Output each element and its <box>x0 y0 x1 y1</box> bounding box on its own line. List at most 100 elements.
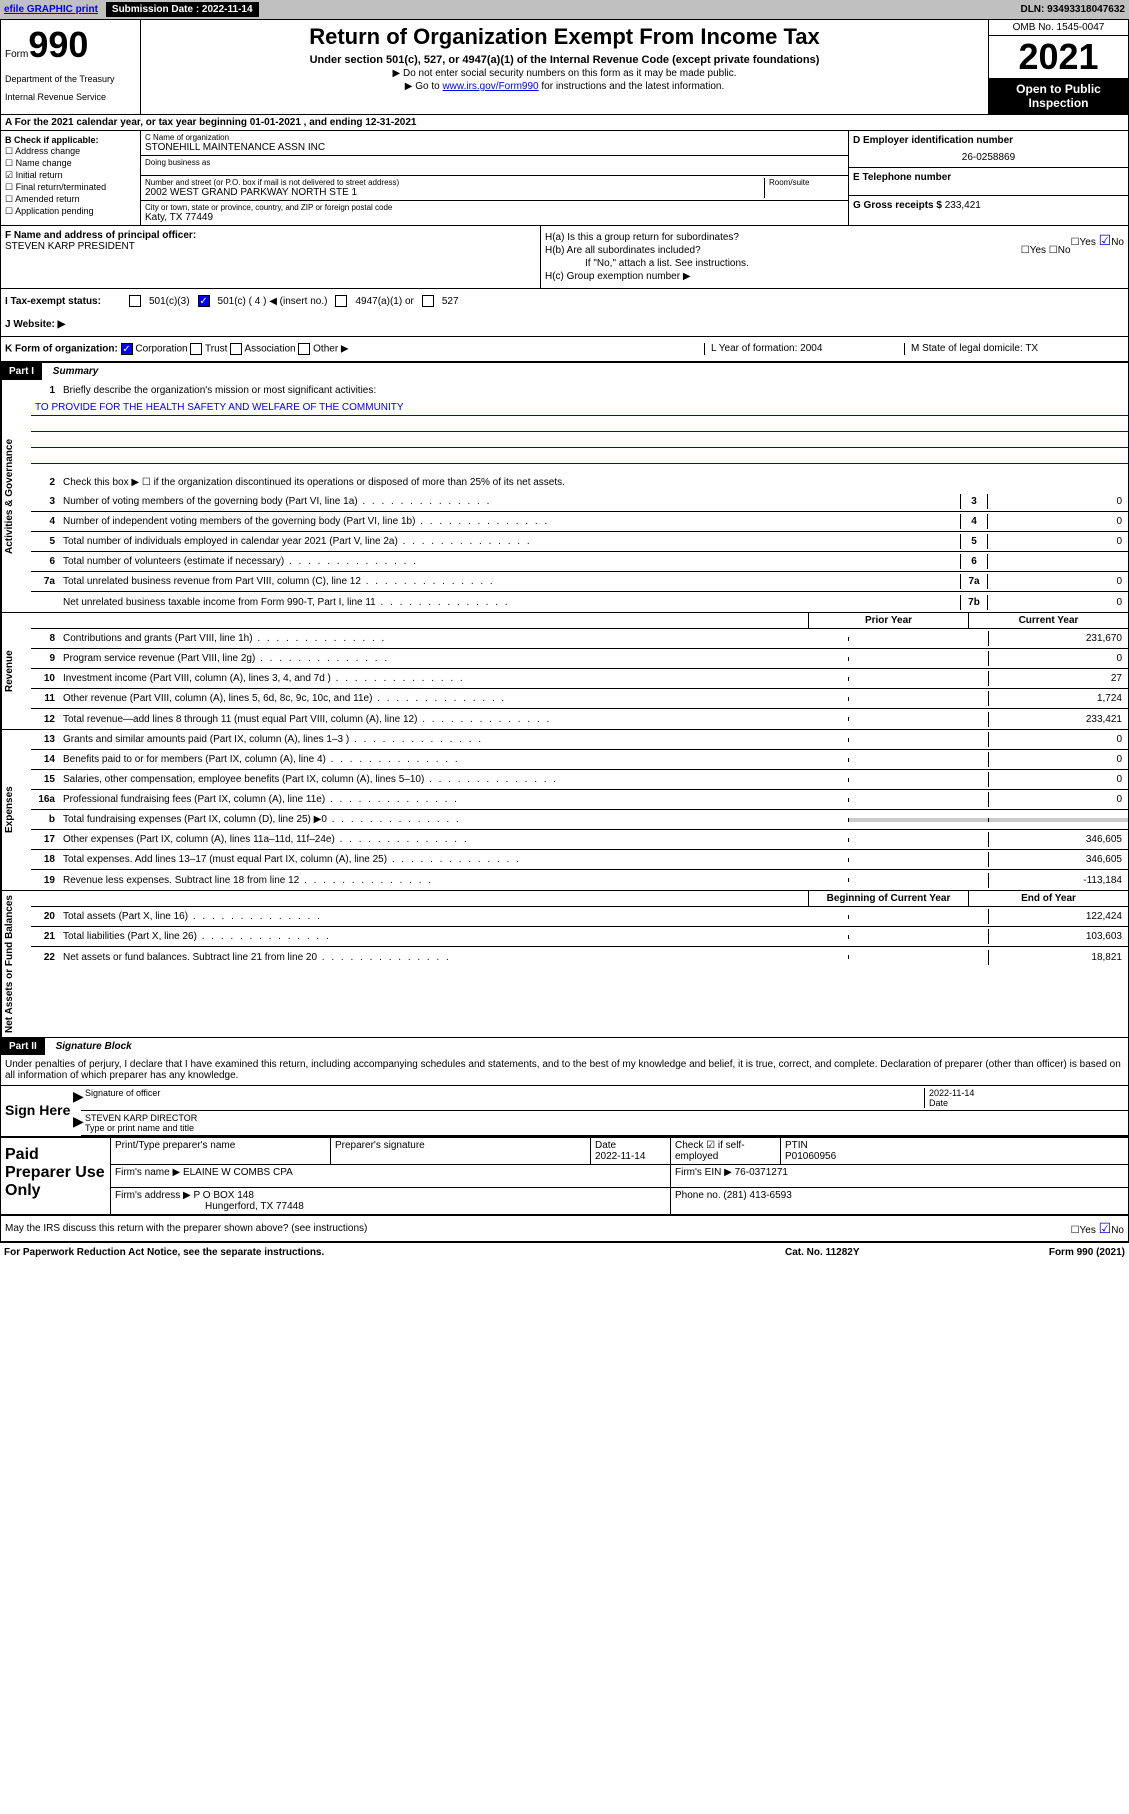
section-b-checkboxes: B Check if applicable: ☐ Address change … <box>1 131 141 225</box>
row-a-tax-year: A For the 2021 calendar year, or tax yea… <box>1 115 1128 131</box>
form-header: Form990 Department of the Treasury Inter… <box>1 20 1128 115</box>
part1-header-row: Part I Summary <box>1 363 1128 380</box>
gross-receipts-row: G Gross receipts $ 233,421 <box>849 196 1128 224</box>
part1-title: Summary <box>45 363 107 380</box>
m-state-domicile: M State of legal domicile: TX <box>904 343 1124 355</box>
city-row: City or town, state or province, country… <box>141 201 848 225</box>
firm-addr1: P O BOX 148 <box>194 1190 254 1201</box>
mission-text: TO PROVIDE FOR THE HEALTH SAFETY AND WEL… <box>31 400 1128 416</box>
line-10: 10 Investment income (Part VIII, column … <box>31 669 1128 689</box>
firm-name: ELAINE W COMBS CPA <box>183 1167 293 1178</box>
line-14: 14 Benefits paid to or for members (Part… <box>31 750 1128 770</box>
gov-line-3: 3 Number of voting members of the govern… <box>31 492 1128 512</box>
discuss-yes-no[interactable]: ☐Yes ☑No <box>1071 1220 1124 1237</box>
part1-badge: Part I <box>1 363 42 380</box>
topbar: efile GRAPHIC print Submission Date : 20… <box>0 0 1129 19</box>
line-b: b Total fundraising expenses (Part IX, c… <box>31 810 1128 830</box>
line-21: 21 Total liabilities (Part X, line 26) 1… <box>31 927 1128 947</box>
summary-revenue: Revenue Prior Year Current Year 8 Contri… <box>1 613 1128 730</box>
gov-line-4: 4 Number of independent voting members o… <box>31 512 1128 532</box>
line1: 1 Briefly describe the organization's mi… <box>31 380 1128 400</box>
chk-final-return[interactable]: ☐ Final return/terminated <box>5 182 136 193</box>
gross-receipts-value: 233,421 <box>945 200 981 211</box>
chk-trust[interactable] <box>190 343 202 355</box>
ptin-value: P01060956 <box>785 1151 836 1162</box>
form-number: 990 <box>28 24 88 65</box>
city-state-zip: Katy, TX 77449 <box>145 212 844 223</box>
tab-revenue: Revenue <box>1 613 31 729</box>
summary-governance: Activities & Governance 1 Briefly descri… <box>1 380 1128 613</box>
k-form-org: K Form of organization: ✓ Corporation Tr… <box>5 343 704 355</box>
preparer-row1: Print/Type preparer's name Preparer's si… <box>111 1138 1128 1165</box>
sign-here-block: Sign Here ▶ Signature of officer 2022-11… <box>1 1085 1128 1136</box>
chk-address-change[interactable]: ☐ Address change <box>5 146 136 157</box>
ha-yes-no[interactable]: ☐Yes ☑No <box>1071 232 1124 249</box>
row-j-website: J Website: ▶ <box>1 313 1128 337</box>
irs-gov-link[interactable]: www.irs.gov/Form990 <box>442 81 538 92</box>
section-c-address: C Name of organization STONEHILL MAINTEN… <box>141 131 848 225</box>
mission-blank3 <box>31 448 1128 464</box>
line-11: 11 Other revenue (Part VIII, column (A),… <box>31 689 1128 709</box>
sign-here-label: Sign Here <box>1 1086 81 1136</box>
chk-other[interactable] <box>298 343 310 355</box>
line-9: 9 Program service revenue (Part VIII, li… <box>31 649 1128 669</box>
gov-line-5: 5 Total number of individuals employed i… <box>31 532 1128 552</box>
section-h: H(a) Is this a group return for subordin… <box>541 226 1128 288</box>
line-16a: 16a Professional fundraising fees (Part … <box>31 790 1128 810</box>
firm-phone: (281) 413-6593 <box>723 1190 791 1201</box>
gov-line-7b: Net unrelated business taxable income fr… <box>31 592 1128 612</box>
paid-preparer-block: Paid Preparer Use Only Print/Type prepar… <box>1 1136 1128 1216</box>
submission-date: Submission Date : 2022-11-14 <box>106 2 259 17</box>
chk-4947[interactable] <box>335 295 347 307</box>
chk-initial-return[interactable]: ☑ Initial return <box>5 170 136 181</box>
form-990: Form990 Department of the Treasury Inter… <box>0 19 1129 1243</box>
cat-number: Cat. No. 11282Y <box>785 1247 985 1258</box>
hb-row: H(b) Are all subordinates included? ☐Yes… <box>545 245 1124 256</box>
header-mid: Return of Organization Exempt From Incom… <box>141 20 988 114</box>
chk-527[interactable] <box>422 295 434 307</box>
public-inspection: Open to Public Inspection <box>989 78 1128 114</box>
form-ref: Form 990 (2021) <box>985 1247 1125 1258</box>
street-row: Number and street (or P.O. box if mail i… <box>141 176 848 201</box>
phone-row: E Telephone number <box>849 168 1128 196</box>
row-i: I Tax-exempt status: 501(c)(3) ✓501(c) (… <box>1 289 1128 313</box>
chk-501c3[interactable] <box>129 295 141 307</box>
summary-expenses: Expenses 13 Grants and similar amounts p… <box>1 730 1128 891</box>
chk-application-pending[interactable]: ☐ Application pending <box>5 206 136 217</box>
col-hdr-prior-current: Prior Year Current Year <box>31 613 1128 629</box>
may-discuss-row: May the IRS discuss this return with the… <box>1 1216 1128 1242</box>
dln: DLN: 93493318047632 <box>1020 4 1125 15</box>
hb-yes-no[interactable]: ☐Yes ☐No <box>1021 245 1071 256</box>
section-d-e-g: D Employer identification number 26-0258… <box>848 131 1128 225</box>
sig-officer-line: ▶ Signature of officer 2022-11-14Date <box>81 1086 1128 1111</box>
line-12: 12 Total revenue—add lines 8 through 11 … <box>31 709 1128 729</box>
l-year-formation: L Year of formation: 2004 <box>704 343 904 355</box>
mission-blank1 <box>31 416 1128 432</box>
irs-label: Internal Revenue Service <box>5 92 136 102</box>
form-subtitle: Under section 501(c), 527, or 4947(a)(1)… <box>145 54 984 66</box>
ha-row: H(a) Is this a group return for subordin… <box>545 232 1124 243</box>
chk-name-change[interactable]: ☐ Name change <box>5 158 136 169</box>
hc-row: H(c) Group exemption number ▶ <box>545 271 1124 282</box>
line-15: 15 Salaries, other compensation, employe… <box>31 770 1128 790</box>
street-address: 2002 WEST GRAND PARKWAY NORTH STE 1 <box>145 187 764 198</box>
tax-year: 2021 <box>989 36 1128 78</box>
org-name-row: C Name of organization STONEHILL MAINTEN… <box>141 131 848 156</box>
line-18: 18 Total expenses. Add lines 13–17 (must… <box>31 850 1128 870</box>
part2-badge: Part II <box>1 1038 45 1055</box>
chk-amended[interactable]: ☐ Amended return <box>5 194 136 205</box>
chk-corporation[interactable]: ✓ <box>121 343 133 355</box>
efile-link[interactable]: efile GRAPHIC print <box>4 4 98 15</box>
ein-value: 26-0258869 <box>853 146 1124 163</box>
chk-501c[interactable]: ✓ <box>198 295 210 307</box>
line-20: 20 Total assets (Part X, line 16) 122,42… <box>31 907 1128 927</box>
ein-row: D Employer identification number 26-0258… <box>849 131 1128 168</box>
form-title: Return of Organization Exempt From Incom… <box>145 24 984 50</box>
paid-preparer-label: Paid Preparer Use Only <box>1 1138 111 1214</box>
line-13: 13 Grants and similar amounts paid (Part… <box>31 730 1128 750</box>
chk-association[interactable] <box>230 343 242 355</box>
hb-note: If "No," attach a list. See instructions… <box>545 258 1124 269</box>
section-f: F Name and address of principal officer:… <box>1 226 541 288</box>
declaration-text: Under penalties of perjury, I declare th… <box>1 1055 1128 1085</box>
header-left: Form990 Department of the Treasury Inter… <box>1 20 141 114</box>
